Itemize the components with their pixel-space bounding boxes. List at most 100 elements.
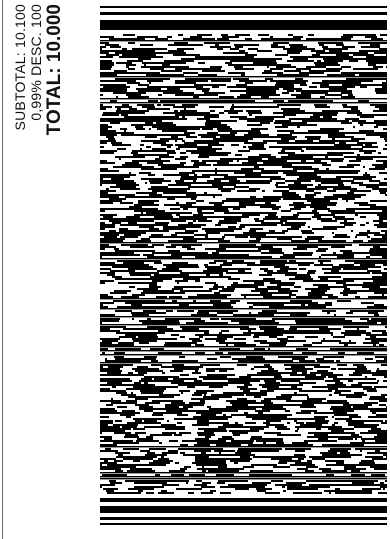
barcode-segment — [207, 186, 223, 188]
barcode-segment — [333, 188, 349, 190]
barcode-segment — [110, 186, 122, 188]
barcode-segment — [318, 148, 327, 150]
barcode-segment — [248, 284, 259, 286]
barcode-segment — [207, 406, 211, 408]
barcode-segment — [300, 394, 308, 396]
barcode-segment — [282, 162, 292, 164]
barcode-row-line — [100, 354, 387, 356]
barcode-segment — [114, 382, 122, 384]
barcode-segment — [248, 200, 263, 202]
barcode-segment — [285, 66, 296, 68]
barcode-segment — [167, 196, 184, 198]
barcode-segment — [215, 154, 228, 156]
barcode-segment — [230, 402, 232, 404]
barcode-segment — [339, 52, 355, 54]
barcode-segment — [158, 150, 175, 152]
barcode-segment — [235, 34, 250, 36]
barcode-segment — [168, 450, 178, 452]
barcode-segment — [219, 274, 223, 276]
barcode-segment — [379, 344, 381, 346]
discount-line: 0,99% DESC. 100 — [28, 4, 44, 194]
barcode-segment — [231, 106, 234, 108]
barcode-segment — [355, 188, 357, 190]
barcode-segment — [157, 168, 159, 170]
barcode-segment — [242, 468, 244, 470]
barcode-segment — [112, 264, 126, 266]
barcode-segment — [205, 236, 208, 238]
barcode-segment — [249, 106, 264, 108]
barcode-segment — [224, 422, 229, 424]
barcode-segment — [234, 342, 246, 344]
barcode-segment — [208, 412, 222, 414]
barcode-segment — [220, 264, 232, 266]
barcode-segment — [153, 154, 169, 156]
barcode-segment — [241, 250, 244, 252]
barcode-segment — [133, 386, 144, 388]
barcode-segment — [375, 356, 383, 358]
barcode-segment — [125, 114, 128, 116]
barcode-segment — [138, 192, 147, 194]
barcode-segment — [332, 128, 344, 130]
barcode-segment — [349, 416, 361, 418]
barcode-segment — [353, 78, 370, 80]
barcode-segment — [356, 234, 361, 236]
barcode-segment — [152, 148, 166, 150]
barcode-segment — [273, 42, 289, 44]
barcode-segment — [308, 124, 317, 126]
barcode-segment — [157, 128, 167, 130]
barcode-segment — [359, 150, 376, 152]
barcode-segment — [144, 300, 152, 302]
barcode-segment — [260, 292, 276, 294]
barcode-segment — [359, 332, 371, 334]
barcode-segment — [269, 86, 276, 88]
barcode-segment — [266, 470, 273, 472]
barcode-segment — [307, 274, 310, 276]
barcode-segment — [126, 132, 134, 134]
barcode-segment — [335, 336, 345, 338]
barcode-segment — [370, 232, 372, 234]
barcode-segment — [126, 416, 131, 418]
barcode-segment — [363, 342, 379, 344]
barcode-segment — [352, 84, 366, 86]
barcode-segment — [192, 340, 202, 342]
barcode-segment — [270, 68, 283, 70]
barcode-segment — [193, 164, 201, 166]
barcode-segment — [274, 266, 287, 268]
barcode-segment — [100, 50, 113, 52]
barcode-segment — [179, 192, 184, 194]
barcode-segment — [287, 244, 290, 246]
barcode-segment — [286, 400, 300, 402]
barcode-segment — [318, 204, 328, 206]
barcode-segment — [100, 374, 113, 376]
barcode-segment — [175, 302, 191, 304]
barcode-segment — [295, 70, 301, 72]
barcode-segment — [349, 468, 358, 470]
barcode-segment — [235, 68, 251, 70]
barcode-segment — [206, 42, 214, 44]
barcode-segment — [373, 442, 387, 444]
barcode-segment — [156, 486, 164, 488]
barcode-segment — [310, 116, 320, 118]
barcode-segment — [138, 274, 151, 276]
barcode-segment — [100, 256, 102, 258]
barcode-segment — [257, 90, 274, 92]
barcode-segment — [293, 482, 295, 484]
barcode-segment — [364, 402, 378, 404]
barcode-segment — [350, 112, 362, 114]
barcode-segment — [364, 382, 378, 384]
barcode-segment — [303, 296, 308, 298]
barcode-segment — [357, 190, 371, 192]
barcode-segment — [130, 374, 144, 376]
barcode-segment — [183, 72, 193, 74]
barcode-segment — [339, 166, 354, 168]
barcode-segment — [268, 264, 277, 266]
barcode-segment — [330, 268, 341, 270]
barcode-segment — [121, 106, 132, 108]
barcode-segment — [120, 402, 130, 404]
barcode-segment — [153, 224, 168, 226]
barcode-segment — [380, 208, 387, 210]
barcode-segment — [144, 420, 157, 422]
barcode-segment — [296, 454, 305, 456]
barcode-segment — [358, 404, 372, 406]
barcode-segment — [140, 144, 144, 146]
